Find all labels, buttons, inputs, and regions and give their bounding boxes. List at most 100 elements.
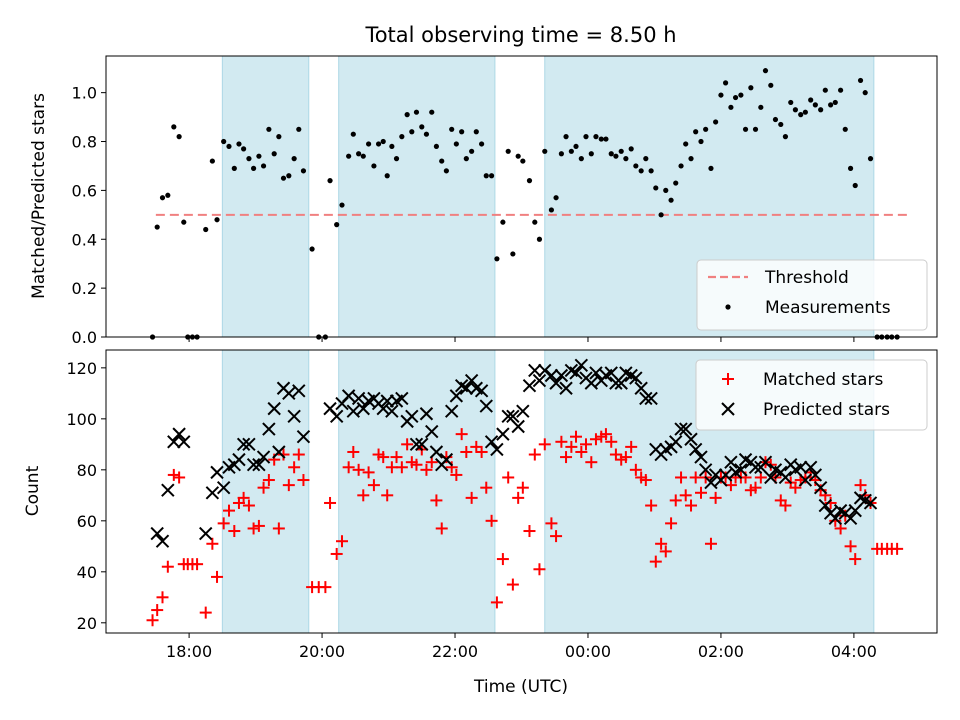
predicted-point-18 xyxy=(262,422,276,436)
matched-point-3 xyxy=(161,560,174,573)
matched-point-39 xyxy=(357,489,370,502)
measurement-point-45 xyxy=(389,143,395,150)
ratio-panel: 0.0 0.2 0.4 0.6 0.8 1.0 Matched/Predicted sta… xyxy=(29,55,938,347)
x-axis-label: Time (UTC) xyxy=(473,677,568,697)
matched-point-10 xyxy=(199,606,212,619)
measurement-point-128 xyxy=(808,97,814,103)
matched-point-74 xyxy=(533,563,546,576)
measurement-point-50 xyxy=(413,109,420,115)
matched-point-108 xyxy=(704,537,717,550)
predicted-point-126 xyxy=(828,511,842,525)
measurement-point-73 xyxy=(532,219,538,225)
predicted-point-24 xyxy=(292,384,306,398)
matched-point-36 xyxy=(342,461,355,474)
predicted-star-points xyxy=(150,358,878,548)
predicted-point-66 xyxy=(528,363,542,378)
matched-point-50 xyxy=(410,458,423,471)
predicted-point-113 xyxy=(764,470,778,485)
measurement-point-93 xyxy=(633,163,639,169)
measurement-point-109 xyxy=(713,119,719,125)
matched-point-32 xyxy=(319,581,332,594)
measurement-point-90 xyxy=(618,148,624,154)
measurement-point-137 xyxy=(852,182,858,189)
matched-point-73 xyxy=(528,448,541,461)
measurement-point-61 xyxy=(469,148,475,154)
measurement-point-44 xyxy=(384,173,390,179)
measurement-point-75 xyxy=(542,148,548,154)
predicted-point-9 xyxy=(216,480,231,495)
predicted-point-25 xyxy=(296,429,311,444)
matched-point-14 xyxy=(222,504,235,517)
measurement-point-77 xyxy=(553,195,559,201)
predicted-point-112 xyxy=(758,455,773,469)
measurement-point-62 xyxy=(473,129,479,135)
predicted-point-7 xyxy=(205,486,220,500)
predicted-point-43 xyxy=(409,437,424,452)
matched-point-19 xyxy=(247,522,260,535)
predicted-point-8 xyxy=(210,465,224,480)
measurement-point-68 xyxy=(505,148,511,154)
measurement-point-89 xyxy=(613,153,619,159)
predicted-point-0 xyxy=(150,526,164,541)
predicted-point-13 xyxy=(236,437,251,452)
matched-point-72 xyxy=(523,525,536,538)
matched-point-44 xyxy=(381,489,394,502)
measurement-point-99 xyxy=(663,187,669,193)
matched-point-69 xyxy=(506,578,519,591)
matched-point-33 xyxy=(324,496,337,509)
predicted-point-30 xyxy=(346,404,361,418)
measurement-point-106 xyxy=(698,138,704,145)
predicted-point-74 xyxy=(569,366,583,380)
predicted-point-67 xyxy=(532,373,547,388)
matched-point-79 xyxy=(560,451,573,464)
measurement-point-123 xyxy=(782,134,789,140)
measurement-point-20 xyxy=(256,153,262,159)
measurement-point-132 xyxy=(828,102,834,108)
measurement-point-6 xyxy=(181,219,187,225)
measurement-point-69 xyxy=(510,251,516,257)
measurement-point-121 xyxy=(772,116,779,123)
measurement-point-103 xyxy=(683,141,689,147)
matched-point-88 xyxy=(605,435,618,448)
predicted-point-72 xyxy=(559,381,573,395)
measurement-point-135 xyxy=(842,126,848,132)
measurement-point-42 xyxy=(375,141,382,147)
predicted-point-105 xyxy=(724,455,738,469)
measurement-point-86 xyxy=(598,136,604,142)
top-ytick-label-5: 1.0 xyxy=(72,84,97,103)
predicted-point-31 xyxy=(351,391,366,406)
predicted-point-83 xyxy=(614,376,628,390)
predicted-point-104 xyxy=(718,468,733,482)
measurement-point-15 xyxy=(231,165,237,171)
bottom-ytick-label-5: 120 xyxy=(66,359,97,378)
matched-point-67 xyxy=(496,553,509,566)
bottom-xtick-label-1: 20:00 xyxy=(299,642,345,661)
measurement-point-136 xyxy=(847,165,854,171)
matched-point-61 xyxy=(465,491,478,504)
matched-point-13 xyxy=(217,517,230,530)
predicted-point-68 xyxy=(538,363,552,378)
matched-point-54 xyxy=(430,494,443,507)
measurement-point-37 xyxy=(350,131,356,137)
matched-point-53 xyxy=(425,456,438,469)
measurement-point-40 xyxy=(365,141,372,147)
matched-point-26 xyxy=(282,479,295,492)
matched-point-48 xyxy=(401,438,414,451)
legend-measurement-swatch xyxy=(725,304,731,310)
predicted-point-100 xyxy=(698,463,713,477)
matched-point-9 xyxy=(191,558,204,571)
matched-point-91 xyxy=(619,451,632,464)
measurement-point-47 xyxy=(399,134,405,140)
measurement-point-22 xyxy=(266,126,272,132)
measurement-point-67 xyxy=(500,219,506,225)
predicted-point-56 xyxy=(474,384,489,398)
predicted-point-110 xyxy=(748,460,763,474)
measurement-point-13 xyxy=(221,138,227,145)
predicted-point-133 xyxy=(863,496,878,510)
predicted-point-6 xyxy=(199,526,213,541)
measurement-point-51 xyxy=(419,124,425,130)
measurement-point-83 xyxy=(583,134,589,140)
measurement-point-133 xyxy=(832,99,838,106)
measurement-point-3 xyxy=(165,192,171,198)
matched-point-81 xyxy=(570,430,583,443)
